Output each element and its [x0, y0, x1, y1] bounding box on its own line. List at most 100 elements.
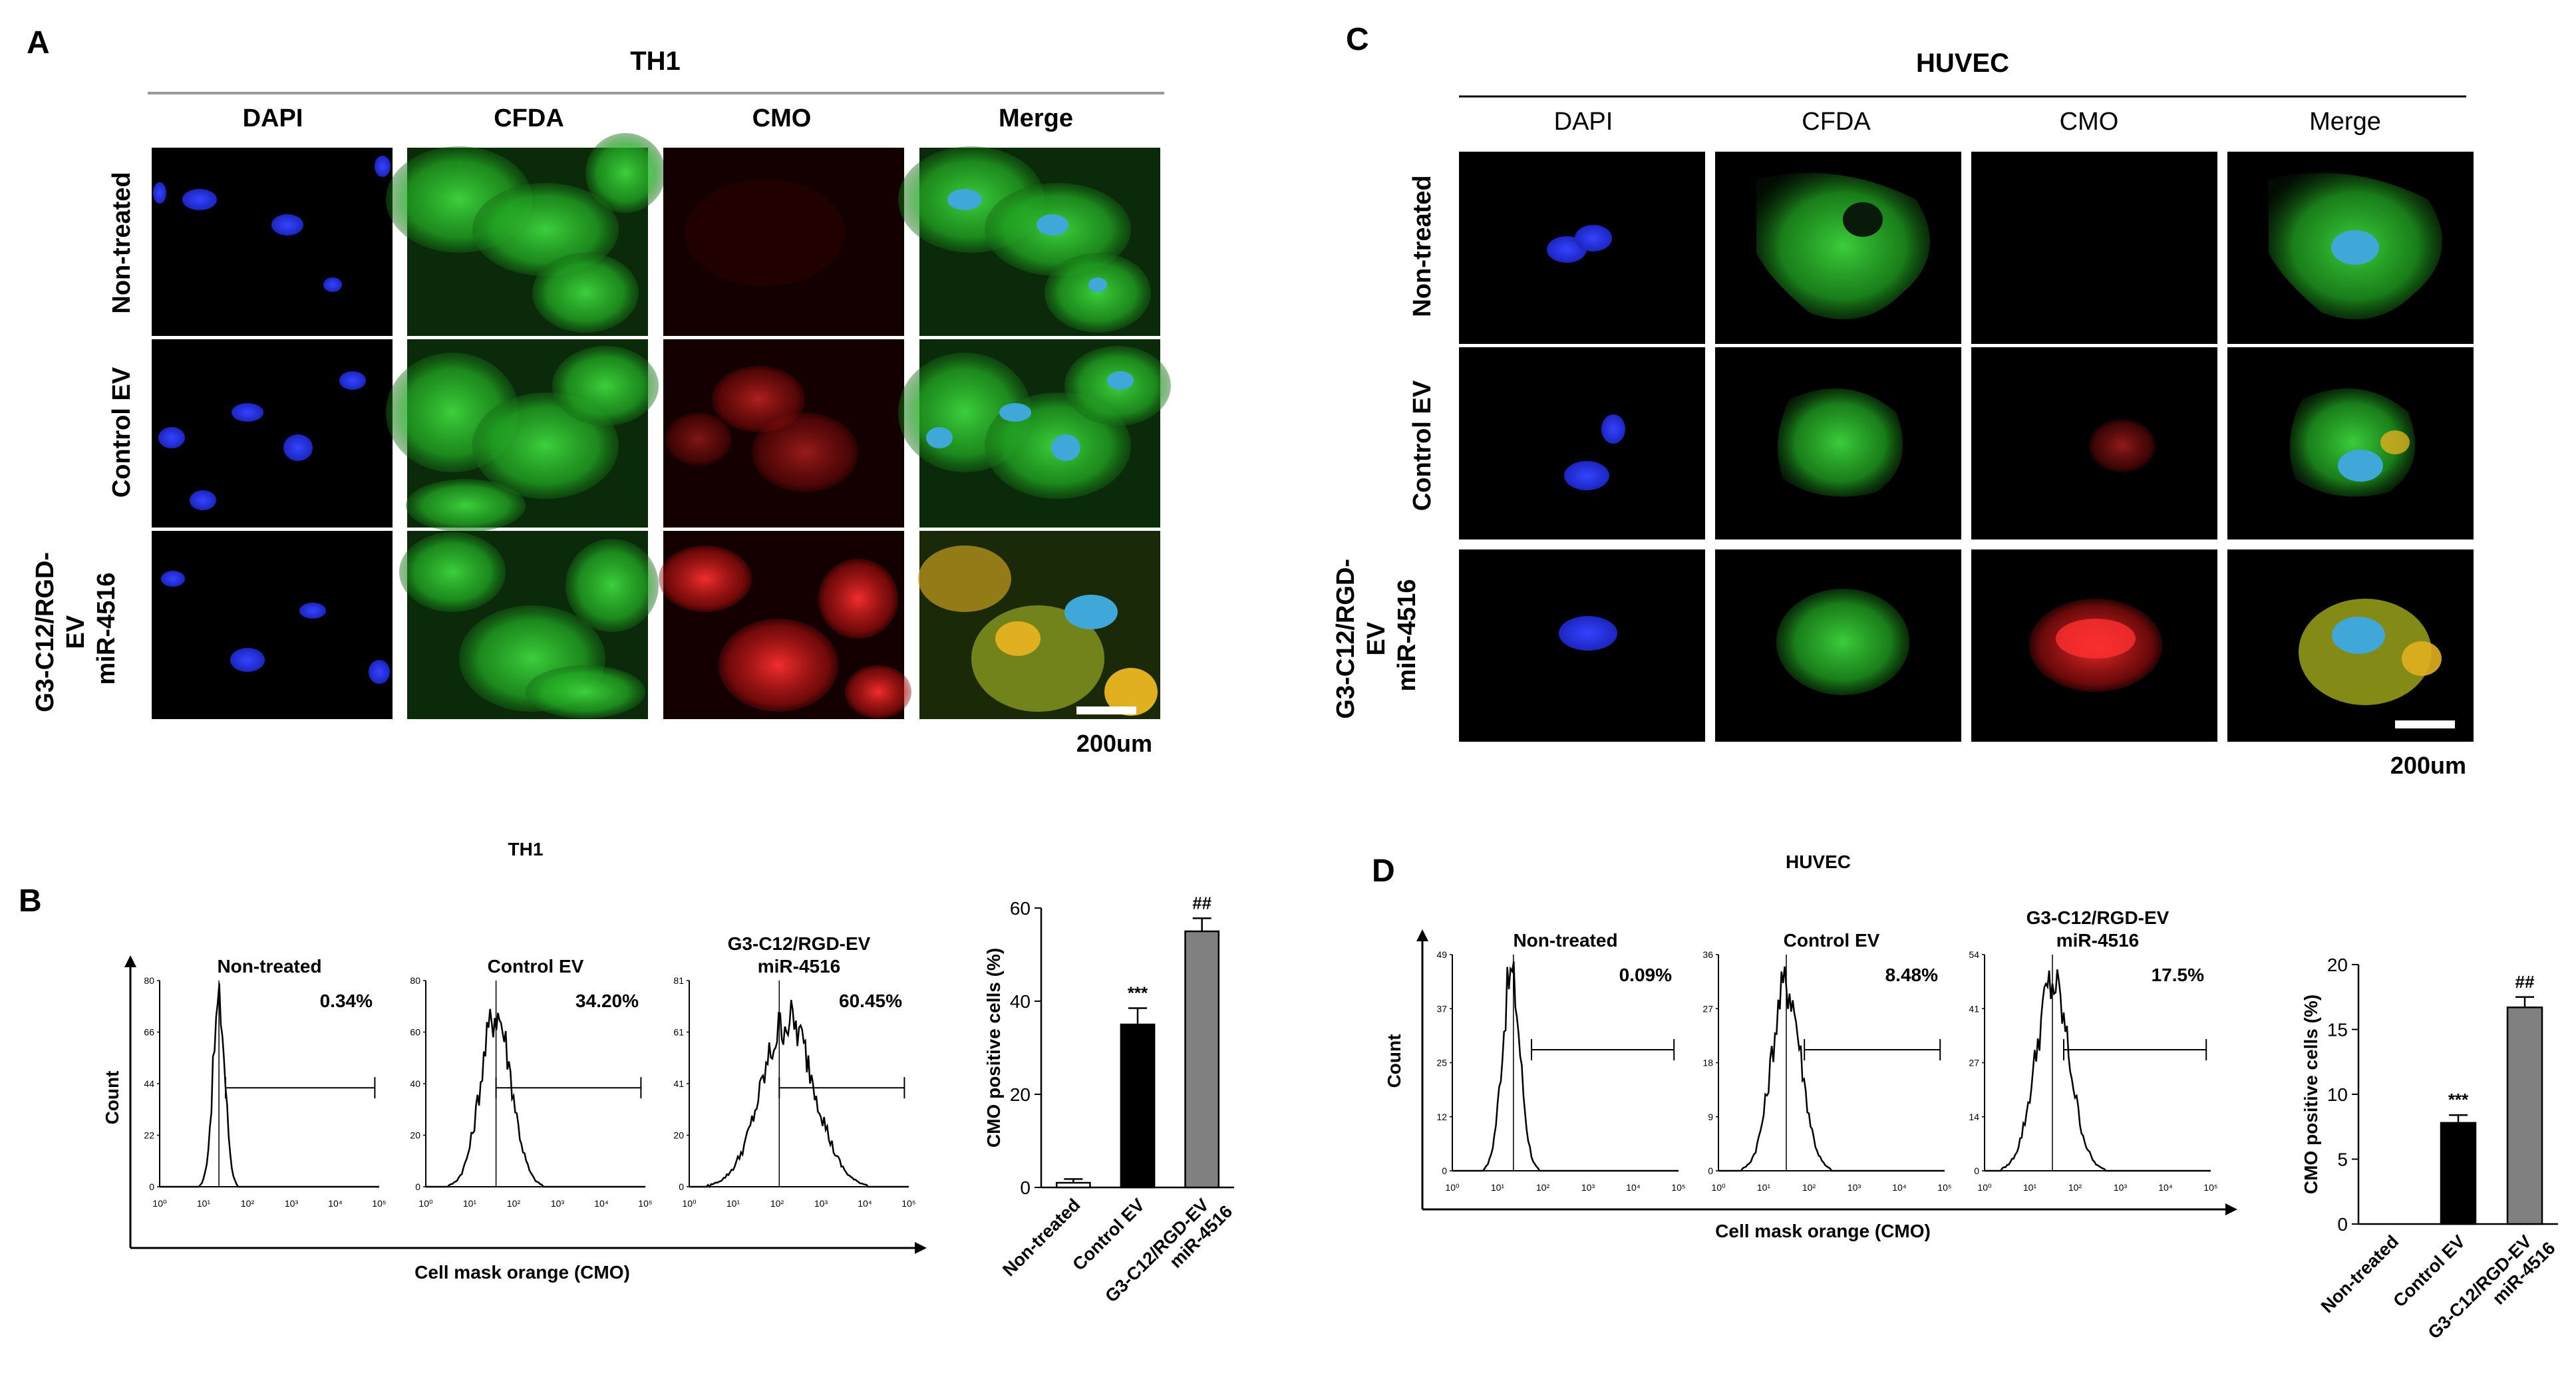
panel-b: B TH1 Cell mask orange (CMO) Count Non-tre…: [19, 839, 1236, 1307]
panel-a: A TH1 DAPI CFDA CMO Merge Non-treated Co…: [27, 25, 1171, 757]
flow-d-plot-0-y-tick: 25: [1436, 1058, 1447, 1068]
micrograph-c-controlev-dapi: [1459, 347, 1705, 539]
flow-b-plot-1-title: Control EV: [488, 956, 584, 977]
panel-a-col-dapi: DAPI: [243, 104, 303, 132]
flow-d-plot-1-x-tick: 10¹: [1757, 1182, 1771, 1193]
flow-d-plot-2-histogram: [1985, 969, 2211, 1172]
flow-b-plot-0-x-tick: 10¹: [197, 1198, 211, 1209]
bar-b-significance-1: ***: [1128, 983, 1148, 1003]
bar-b-category-0: Non-treated: [999, 1195, 1084, 1280]
bar-d-bar-1: [2440, 1122, 2477, 1225]
micrograph-a-nontreated-cmo: [663, 148, 904, 336]
micrograph-c-mir4516-cmo: [1971, 549, 2217, 742]
flow-b-plot-0-x-tick: 10²: [241, 1198, 255, 1209]
panel-d-label: D: [1372, 853, 1395, 889]
bar-d-category-0: Non-treated: [2317, 1231, 2402, 1316]
flow-d-plot-2-title: G3-C12/RGD-EV: [2026, 907, 2170, 928]
micrograph-a-controlev-cfda: [386, 339, 659, 532]
flow-b-plot-2-x-tick: 10⁴: [858, 1198, 872, 1209]
micrograph-c-nontreated-merge: [2227, 152, 2474, 344]
panel-c-col-dapi: DAPI: [1554, 108, 1613, 136]
panel-d-title: HUVEC: [1786, 851, 1851, 872]
panel-a-scale-label: 200um: [1076, 730, 1152, 757]
panel-a-label: A: [27, 25, 50, 61]
flow-b-plot-0-x-tick: 10⁰: [152, 1198, 167, 1209]
flow-d-plot-1-percent: 8.48%: [1885, 965, 1938, 985]
micrograph-a-mir4516-merge: [918, 531, 1160, 719]
flow-b-plot-2-y-tick: 41: [673, 1078, 684, 1089]
flow-d-plot-0-histogram: [1452, 961, 1679, 1172]
micrograph-c-nontreated-cmo: [1971, 152, 2217, 344]
flow-b-plot-0-y-tick: 80: [144, 975, 154, 986]
panel-c-row-controlev: Control EV: [1408, 380, 1436, 511]
flow-b-plot-1-y-tick: 40: [410, 1078, 420, 1089]
micrograph-c-controlev-cmo: [1971, 347, 2217, 539]
bar-d-bar-2: [2506, 1006, 2543, 1225]
flow-b-plot-1-x-tick: 10²: [507, 1198, 521, 1209]
panel-c-scale-label: 200um: [2390, 752, 2466, 779]
flow-b-plot-1-x-tick: 10⁴: [594, 1198, 609, 1209]
flow-b-plot-2-title: G3-C12/RGD-EV: [728, 933, 871, 954]
flow-d-plot-0-x-tick: 10⁰: [1445, 1182, 1460, 1193]
flow-b-plot-2-histogram: [689, 1000, 909, 1189]
flow-cytometry-b: Cell mask orange (CMO) Count Non-treated 80…: [102, 933, 927, 1283]
flow-d-plot-2-x-tick: 10³: [2114, 1182, 2128, 1193]
panel-b-title: TH1: [508, 839, 544, 859]
panel-a-row-mir4516: G3-C12/RGD- EV miR-4516: [31, 545, 120, 712]
flow-d-plot-1-y-tick: 9: [1708, 1112, 1713, 1122]
flow-b-y-axis-arrow: [124, 955, 136, 967]
flow-b-x-axis-label: Cell mask orange (CMO): [414, 1262, 630, 1283]
panel-c-label: C: [1346, 22, 1369, 57]
flow-b-plot-1-x-tick: 10⁰: [418, 1198, 433, 1209]
bar-b-category-0-line: Non-treated: [999, 1195, 1084, 1280]
panel-c-col-cfda: CFDA: [1802, 108, 1871, 136]
flow-d-plot-2-y-tick: 27: [1969, 1058, 1979, 1068]
flow-d-plot-0-x-tick: 10⁵: [1671, 1182, 1685, 1193]
flow-d-plot-0-y-tick: 49: [1436, 949, 1447, 960]
flow-d-plot-0-title: Non-treated: [1513, 930, 1617, 951]
flow-d-plot-0-x-tick: 10¹: [1491, 1182, 1505, 1193]
flow-d-y-axis-arrow: [1416, 929, 1428, 941]
flow-d-plot-2-x-tick: 10⁵: [2203, 1182, 2217, 1193]
micrograph-c-controlev-merge: [2227, 347, 2474, 539]
flow-b-plot-0-title: Non-treated: [217, 956, 321, 977]
flow-d-plot-1-x-tick: 10³: [1848, 1182, 1861, 1193]
flow-d-x-axis-label: Cell mask orange (CMO): [1715, 1221, 1931, 1241]
panel-c-title: HUVEC: [1916, 49, 2009, 78]
flow-b-plot-1-percent: 34.20%: [575, 991, 639, 1011]
bar-b-y-tick: 0: [1020, 1177, 1031, 1198]
flow-b-plot-1-x-tick: 10⁵: [638, 1198, 652, 1209]
bar-b-ylabel: CMO positive cells (%): [983, 948, 1004, 1148]
flow-d-plot-0-y-tick: 0: [1442, 1165, 1447, 1176]
flow-d-plot-0-percent: 0.09%: [1619, 965, 1672, 985]
flow-b-plot-0-y-tick: 0: [149, 1181, 154, 1192]
flow-b-plot-0-y-tick: 22: [144, 1130, 154, 1141]
flow-b-plot-2-percent: 60.45%: [839, 991, 902, 1011]
flow-b-plot-2-y-tick: 0: [679, 1181, 684, 1192]
bar-d-y-tick: 10: [2327, 1084, 2348, 1105]
bar-chart-d: 0 5 10 15 20 CMO positive cells (%) Non-treate…: [2301, 955, 2559, 1343]
flow-d-plot-1-x-tick: 10⁰: [1711, 1182, 1726, 1193]
bar-d-significance-2: ##: [2515, 972, 2535, 992]
flow-b-plot-2-y-tick: 81: [673, 975, 684, 986]
flow-d-x-axis-arrow: [2225, 1203, 2237, 1215]
flow-d-y-axis-label: Count: [1384, 1034, 1404, 1088]
panel-a-row-nontreated: Non-treated: [108, 172, 136, 313]
bar-b-bar-2: [1184, 930, 1220, 1189]
flow-d-plot-2-x-tick: 10⁰: [1977, 1182, 1992, 1193]
micrograph-a-nontreated-dapi: [152, 148, 393, 336]
flow-d-plot-1-x-tick: 10⁵: [1937, 1182, 1951, 1193]
flow-d-plot-2-y-tick: 41: [1969, 1003, 1979, 1014]
micrograph-c-nontreated-dapi: [1459, 152, 1705, 344]
bar-b-y-tick: 40: [1010, 991, 1031, 1012]
flow-d-plot-1-y-tick: 27: [1702, 1003, 1713, 1014]
flow-b-plot-2-x-tick: 10⁵: [901, 1198, 915, 1209]
flow-b-plot-2-x-tick: 10²: [770, 1198, 784, 1209]
flow-b-x-axis-arrow: [915, 1242, 927, 1254]
flow-b-plot-2-x-tick: 10³: [814, 1198, 828, 1209]
micrograph-a-nontreated-cfda: [386, 133, 665, 336]
flow-b-plot-1-x-tick: 10³: [551, 1198, 565, 1209]
flow-b-plot-1-x-tick: 10¹: [463, 1198, 477, 1209]
bar-b-y-tick: 60: [1010, 898, 1031, 919]
